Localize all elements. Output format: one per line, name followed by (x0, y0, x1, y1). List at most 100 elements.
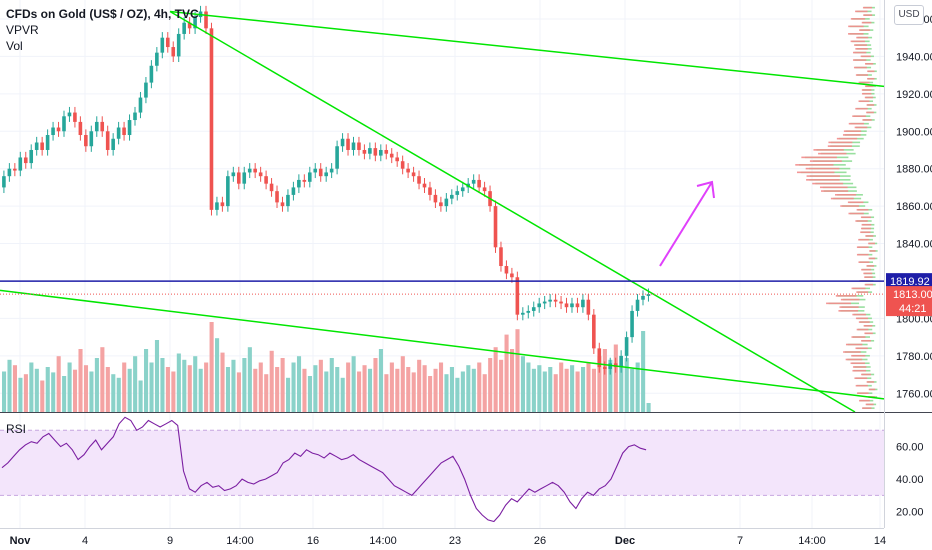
candle-body (84, 135, 88, 147)
candle-body (269, 183, 274, 192)
vp-bar-down (812, 182, 844, 185)
volume-bar (215, 338, 220, 412)
volume-bar (346, 362, 351, 412)
volume-bar (460, 371, 465, 412)
volume-bar (417, 359, 422, 412)
candle-body (307, 172, 312, 182)
candle-body (597, 348, 602, 368)
candle-body (422, 183, 427, 188)
volume-bar (444, 374, 449, 412)
volume-bar (242, 358, 247, 412)
candle-body (242, 172, 247, 184)
vp-bar-down (856, 208, 869, 211)
vp-bar-down (819, 186, 848, 189)
candle-body (13, 168, 17, 171)
volume-bar (553, 374, 558, 412)
volume-bar (406, 367, 411, 412)
candle-body (411, 172, 416, 177)
indicator-vol-label[interactable]: Vol (6, 39, 23, 53)
volume-bar (641, 331, 646, 412)
volume-bar (105, 367, 110, 412)
candle-body (395, 157, 399, 162)
vp-bar-down (840, 205, 860, 207)
vp-bar-down (852, 115, 866, 117)
symbol-title[interactable]: CFDs on Gold (US$ / OZ), 4h, TVC (6, 7, 199, 21)
volume-bar (602, 349, 607, 412)
volume-bar (499, 359, 504, 412)
volume-bar (515, 329, 520, 412)
price-tick-label: 1860.00 (896, 201, 932, 213)
candle-body (165, 37, 170, 48)
vp-bar-down (809, 160, 842, 162)
vp-bar-down (836, 137, 858, 140)
time-tick-label: 26 (534, 535, 546, 547)
volume-bar (258, 362, 263, 412)
vp-bar-down (850, 362, 865, 365)
time-tick-label: 9 (167, 535, 173, 547)
volume-bar (253, 368, 258, 412)
volume-bar (504, 334, 509, 412)
volume-bar (275, 367, 280, 412)
vp-bar-down (848, 122, 864, 125)
indicator-vpvr-label[interactable]: VPVR (6, 23, 39, 37)
candle-body (89, 131, 94, 147)
volume-bar (367, 368, 373, 412)
candle-body (45, 135, 50, 150)
candle-body (51, 127, 55, 136)
volume-bar (520, 356, 526, 412)
candle-body (258, 172, 263, 177)
candle-body (635, 299, 640, 311)
time-axis: Nov 4 9 14:00 16 14:00 23 26 Dec 7 14:00 14 (0, 528, 886, 547)
level-price-label: 1819.92 (886, 273, 932, 290)
volume-bar (122, 362, 127, 412)
candle-body (247, 168, 252, 173)
vp-bar-down (856, 291, 869, 293)
time-tick-label: 7 (737, 535, 743, 547)
volume-bar (160, 358, 165, 412)
vp-bar-down (864, 62, 874, 65)
candle-body (34, 142, 39, 150)
volume-bar (313, 365, 318, 412)
volume-bar (264, 374, 269, 412)
candle-body (553, 299, 558, 302)
vp-bar-down (868, 257, 876, 260)
candle-body (570, 303, 574, 308)
vp-bar-down (856, 36, 869, 39)
rsi-pane-label[interactable]: RSI (6, 422, 27, 436)
candle-body (253, 168, 257, 173)
volume-bar (477, 362, 482, 412)
candle-body (428, 187, 432, 195)
vp-bar-down (855, 107, 868, 110)
vp-bar-down (861, 268, 872, 271)
vp-bar-down (868, 388, 876, 391)
vp-bar-down (862, 6, 873, 9)
time-tick-label: 16 (307, 535, 319, 547)
candle-body (624, 337, 629, 356)
volume-bar (2, 371, 7, 412)
vp-bar-down (843, 351, 861, 353)
vp-bar-down (863, 272, 873, 275)
volume-bar (231, 359, 236, 412)
chart-legend: CFDs on Gold (US$ / OZ), 4h, TVC VPVR Vo… (6, 6, 199, 54)
vp-bar-down (851, 287, 866, 290)
candle-body (471, 179, 476, 184)
candle-body (78, 121, 83, 136)
vp-bar-down (864, 96, 874, 99)
vp-bar-down (845, 343, 863, 346)
candle-body (40, 142, 44, 150)
candle-body (204, 11, 208, 29)
volume-bar (428, 376, 433, 412)
volume-bar (466, 365, 471, 412)
candle-body (340, 138, 345, 147)
volume-bar (335, 367, 340, 412)
volume-profile (795, 6, 878, 409)
currency-button[interactable]: USD (894, 5, 924, 25)
volume-bar (40, 380, 45, 412)
candle-body (444, 198, 449, 207)
volume-bar (280, 358, 285, 412)
volume-bar (324, 371, 329, 412)
vp-bar-down (861, 92, 872, 95)
vp-bar-down (866, 104, 875, 106)
candle-body (94, 121, 99, 132)
